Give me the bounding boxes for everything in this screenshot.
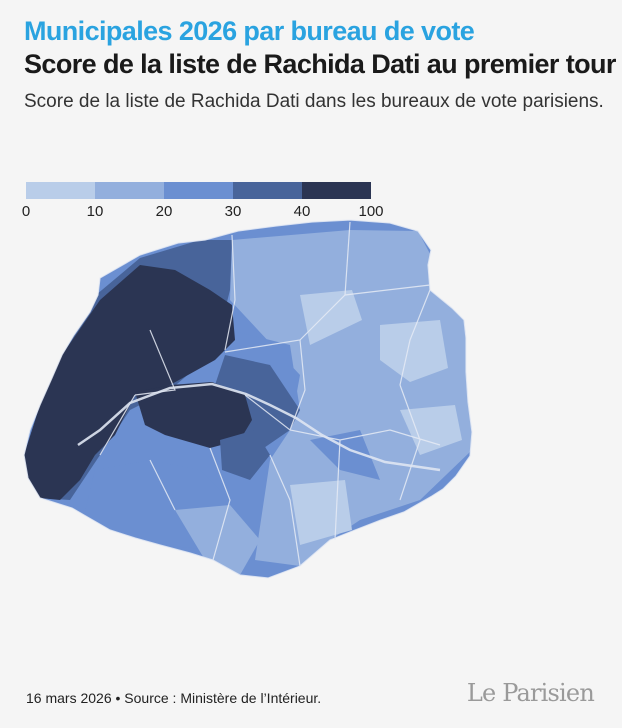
zone-southeast-light [400,405,462,455]
legend-swatch-0-10 [26,182,95,199]
legend-tick: 100 [358,203,384,220]
kicker: Municipales 2026 par bureau de vote [24,16,475,46]
zone-east [230,230,472,566]
zone-south-light [290,480,352,545]
legend-swatch-40-100 [302,182,371,199]
zone-east-light [380,320,448,382]
legend-swatch-20-30 [164,182,233,199]
legend-tick: 40 [293,203,311,220]
paris-choropleth-map [23,219,473,579]
subtitle: Score de la liste de Rachida Dati dans l… [24,91,604,112]
legend-tick: 20 [155,203,173,220]
legend-ticks: 0 10 20 30 40 100 [22,203,386,225]
zone-center-light [300,290,362,345]
le-parisien-logo: Le Parisien [466,679,595,707]
zone-seventh-darkest [135,382,252,448]
source-footer: 16 mars 2026 • Source : Ministère de l’I… [26,690,322,706]
legend-swatch-30-40 [233,182,302,199]
legend-tick: 30 [224,203,242,220]
zone-sixth-dark [220,430,270,480]
zone-south-light-2 [175,505,260,575]
legend-tick: 0 [21,203,31,220]
zone-south-mid [310,430,380,480]
legend-bar [26,182,386,199]
legend-tick: 10 [86,203,104,220]
zone-west-darkest [24,265,235,500]
color-legend: 0 10 20 30 40 100 [22,182,386,225]
seine-river [77,382,441,472]
page-title: Score de la liste de Rachida Dati au pre… [24,49,616,79]
legend-swatch-10-20 [95,182,164,199]
